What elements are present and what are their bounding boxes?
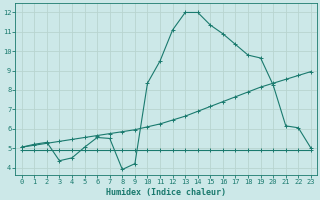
X-axis label: Humidex (Indice chaleur): Humidex (Indice chaleur) — [106, 188, 226, 197]
